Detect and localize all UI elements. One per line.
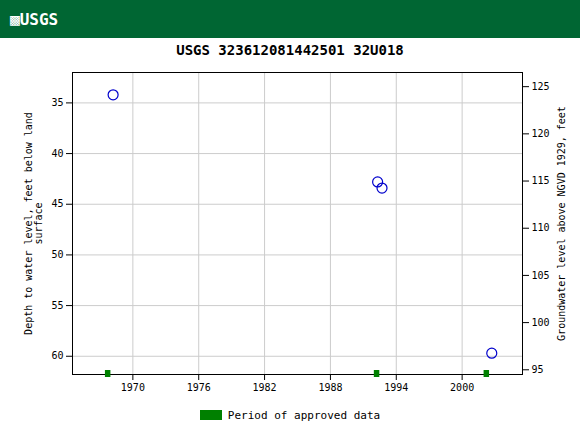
svg-text:1976: 1976 — [187, 382, 211, 393]
svg-text:1988: 1988 — [318, 382, 342, 393]
svg-text:Depth to water level, feet bel: Depth to water level, feet below landsur… — [23, 112, 44, 335]
svg-text:115: 115 — [532, 175, 550, 186]
svg-text:100: 100 — [532, 317, 550, 328]
svg-text:1970: 1970 — [121, 382, 145, 393]
svg-text:105: 105 — [532, 270, 550, 281]
svg-text:40: 40 — [51, 148, 63, 159]
html-text:▩USGS: ▩USGS — [10, 9, 59, 29]
svg-text:50: 50 — [51, 249, 63, 260]
html-text:Period of approved data: Period of approved data — [227, 408, 381, 422]
svg-text:95: 95 — [532, 364, 544, 375]
svg-text:1994: 1994 — [384, 382, 408, 393]
svg-text:125: 125 — [532, 81, 550, 92]
svg-text:1982: 1982 — [253, 382, 277, 393]
svg-text:120: 120 — [532, 128, 550, 139]
svg-text:Groundwater level above NGVD 1: Groundwater level above NGVD 1929, feet — [556, 106, 567, 341]
svg-text:55: 55 — [51, 300, 63, 311]
svg-text:35: 35 — [51, 97, 63, 108]
svg-text:60: 60 — [51, 350, 63, 361]
html-text:USGS 323612081442501 32U018: USGS 323612081442501 32U018 — [176, 42, 404, 58]
svg-text:45: 45 — [51, 198, 63, 209]
svg-text:110: 110 — [532, 222, 550, 233]
svg-text:2000: 2000 — [450, 382, 474, 393]
